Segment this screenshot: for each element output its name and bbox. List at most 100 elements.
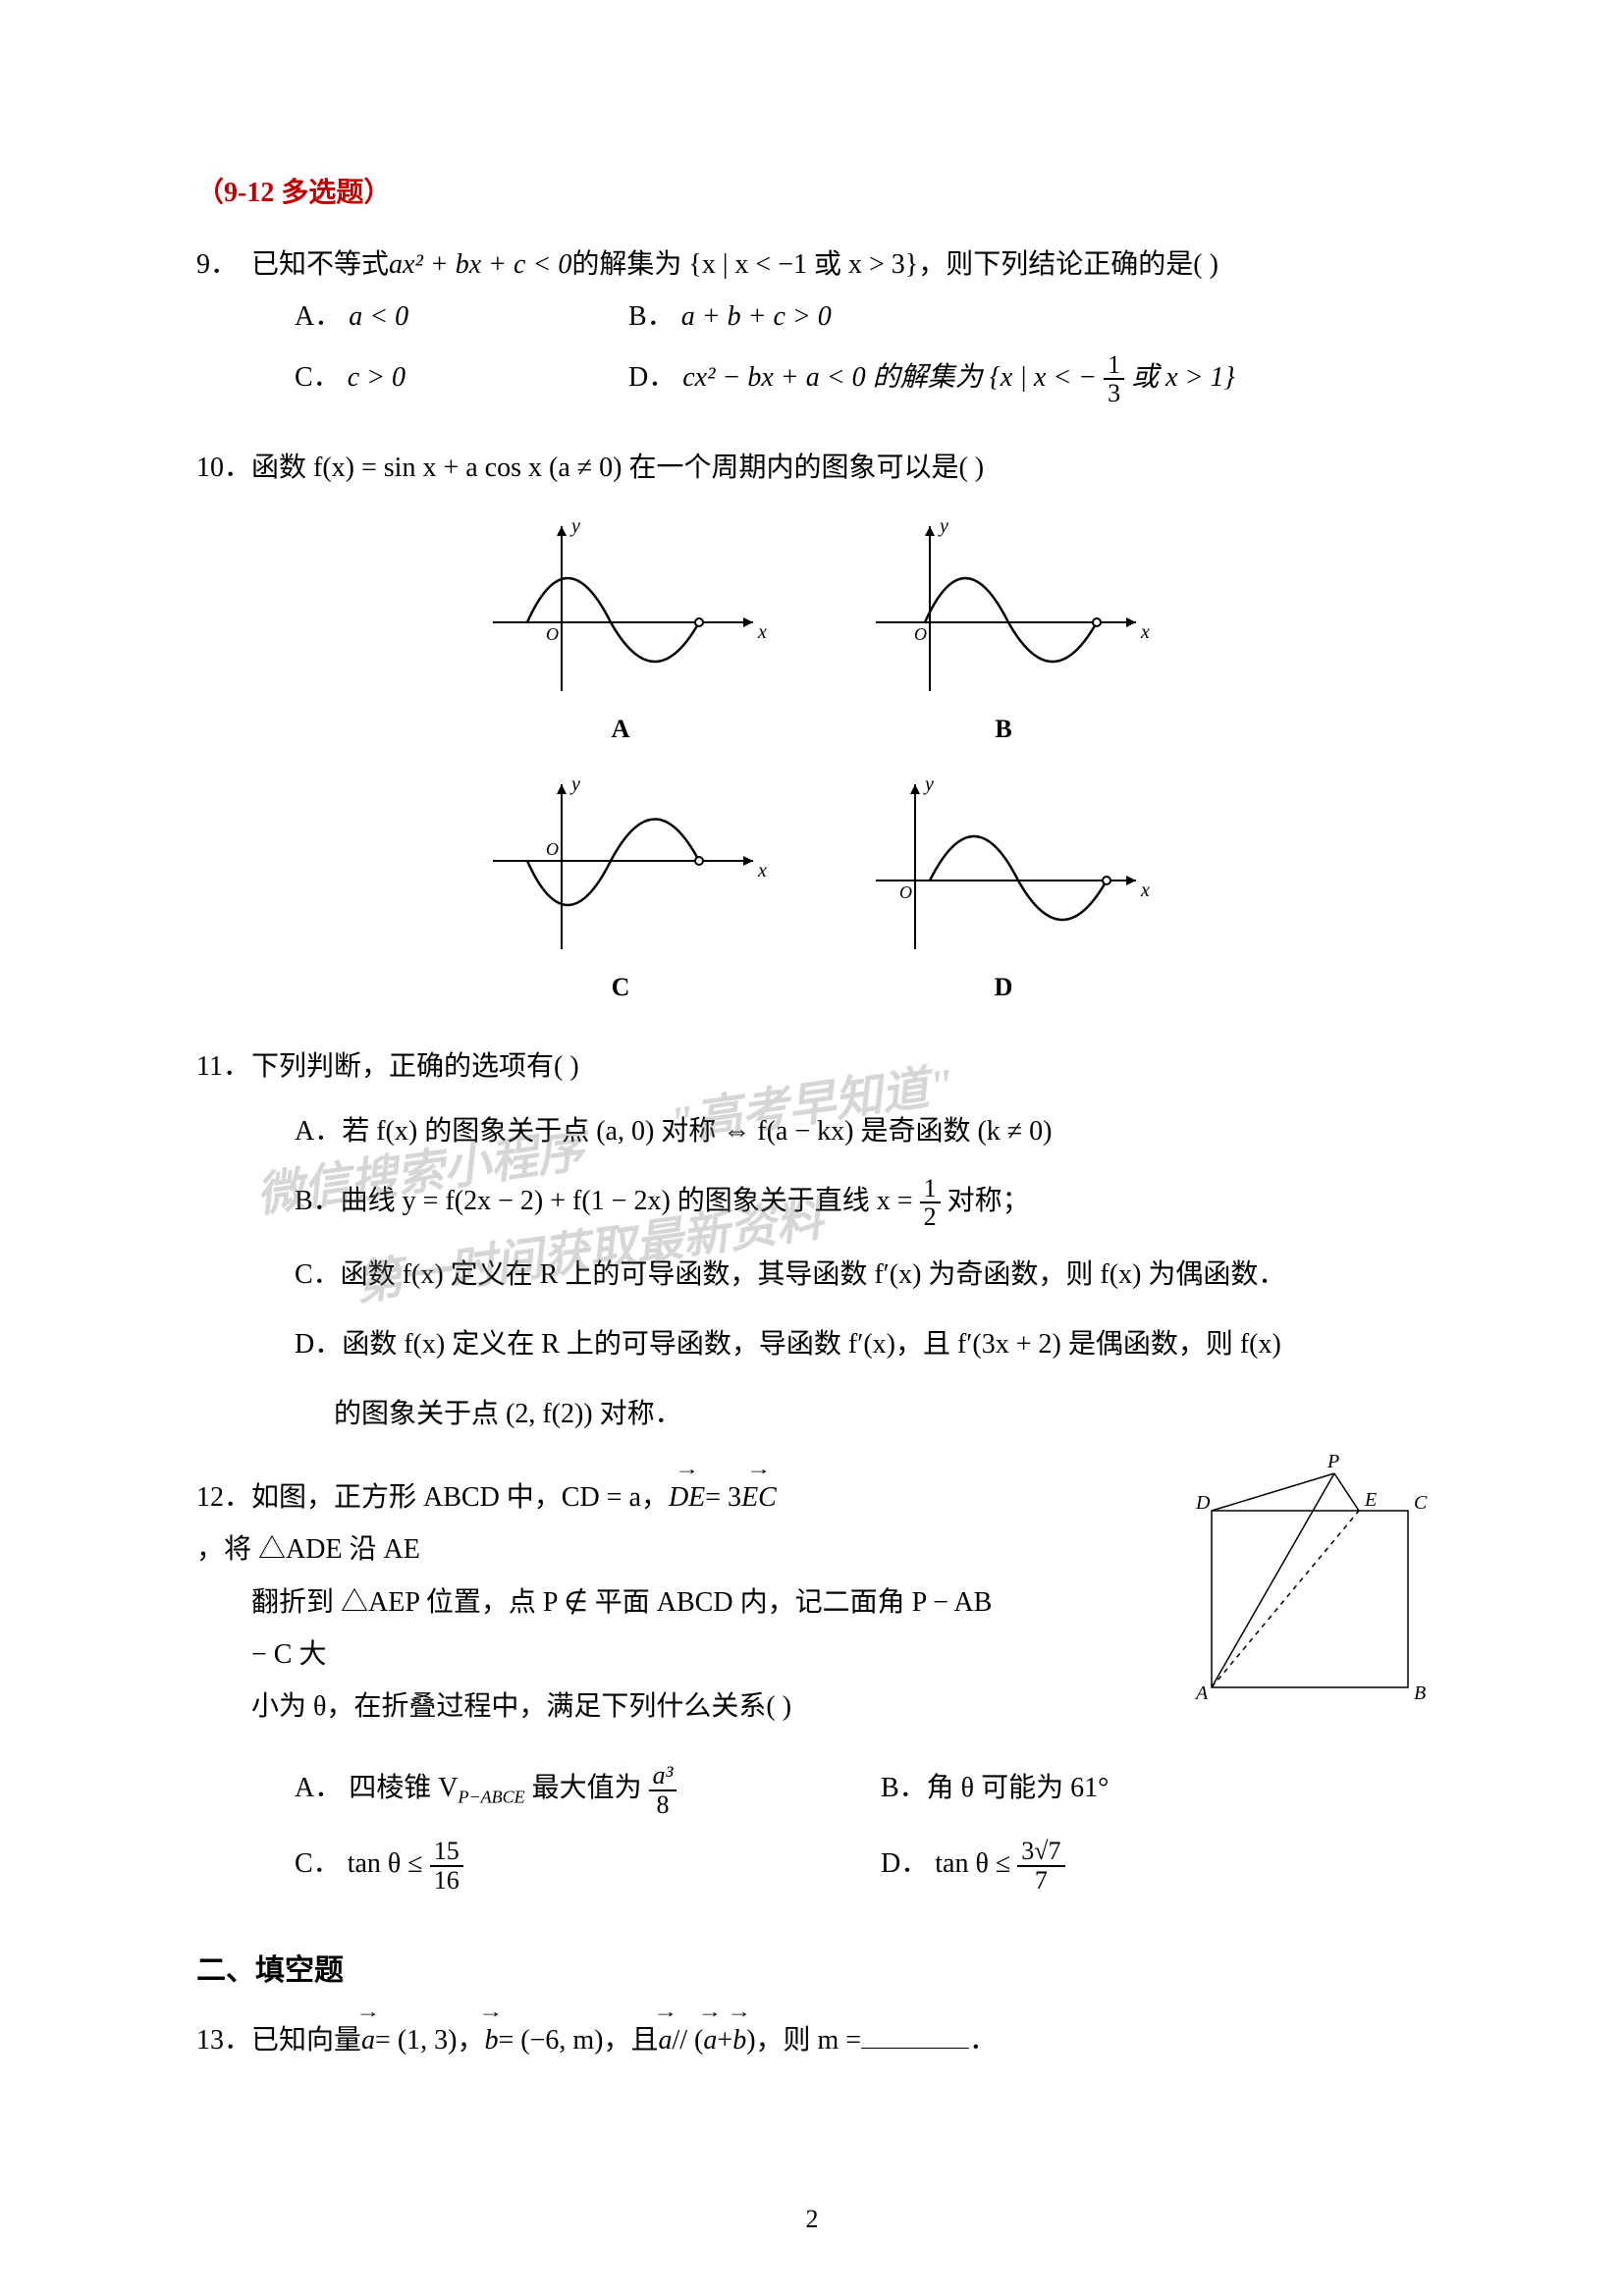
q13-vec-a2: a: [659, 2014, 673, 2066]
svg-text:y: y: [923, 774, 934, 795]
q9-math: ax² + bx + c < 0: [389, 239, 571, 291]
question-13: 13． 已知向量 a = (1, 3)， b = (−6, m)，且 a // …: [196, 2014, 1428, 2066]
q9-option-a: A． a < 0: [295, 291, 569, 343]
svg-text:y: y: [569, 774, 580, 795]
q12-stem-line1: 12． 如图，正方形 ABCD 中，CD = a， DE = 3 EC ，将 △…: [196, 1471, 943, 1575]
graph-d-svg: x y O: [856, 773, 1151, 959]
q13-vec-b2: b: [732, 2014, 746, 2066]
q12-figure: A B C D E P: [1172, 1452, 1457, 1707]
q9-optC-text: c > 0: [348, 362, 406, 393]
q9-option-d: D． cx² − bx + a < 0 的解集为 {x | x < − 1 3 …: [628, 351, 1235, 407]
question-9: 9． 已知不等式 ax² + bx + c < 0 的解集为 {x | x < …: [196, 239, 1428, 414]
q12-vec-ec: EC: [741, 1471, 777, 1523]
svg-text:A: A: [1194, 1682, 1209, 1704]
q12-text-1: 如图，正方形 ABCD 中，CD = a，: [251, 1471, 669, 1523]
q13-stem: 13． 已知向量 a = (1, 3)， b = (−6, m)，且 a // …: [196, 2014, 1428, 2066]
q12-option-a: A． 四棱锥 VP−ABCE 最大值为 a³ 8: [295, 1762, 841, 1818]
q12-option-c: C． tan θ ≤ 15 16: [295, 1838, 841, 1894]
question-12: 12． 如图，正方形 ABCD 中，CD = a， DE = 3 EC ，将 △…: [196, 1471, 1428, 1894]
q12-options: A． 四棱锥 VP−ABCE 最大值为 a³ 8 B．角 θ 可能为 61° C…: [196, 1762, 1428, 1894]
q12-optC-1: tan θ ≤: [348, 1848, 430, 1879]
q11-optB: B．曲线 y = f(2x − 2) + f(1 − 2x) 的图象关于直线 x…: [196, 1175, 1428, 1231]
svg-text:O: O: [546, 624, 559, 644]
svg-text:O: O: [914, 624, 927, 644]
graph-d-label: D: [995, 963, 1013, 1011]
q12-stem-line3: 小为 θ，在折叠过程中，满足下列什么关系( ): [196, 1681, 998, 1733]
q10-graph-grid: x y O A x y O: [459, 514, 1165, 1012]
q12-optA-label: A．: [295, 1773, 342, 1803]
q11-stem: 11． 下列判断，正确的选项有( ): [196, 1041, 1428, 1093]
q10-graph-d: x y O D: [841, 773, 1165, 1011]
graph-c-svg: x y O: [473, 773, 768, 959]
q9-text-1: 已知不等式: [251, 239, 389, 291]
q12-stem-line2: 翻折到 △AEP 位置，点 P ∉ 平面 ABCD 内，记二面角 P − AB …: [196, 1576, 998, 1681]
svg-text:x: x: [1140, 621, 1150, 643]
q10-number: 10．: [196, 442, 251, 494]
q9-stem: 9． 已知不等式 ax² + bx + c < 0 的解集为 {x | x < …: [196, 239, 1428, 291]
q12-optA-num: a³: [649, 1762, 677, 1790]
q9-optA-label: A．: [295, 301, 342, 332]
svg-text:O: O: [899, 882, 912, 902]
q11-optD-1: D．函数 f(x) 定义在 R 上的可导函数，导函数 f′(x)，且 f′(3x…: [196, 1318, 1428, 1370]
exam-page: "高考早知道" 微信搜索小程序 第一时间获取最新资料 （9-12 多选题） 9．…: [0, 0, 1624, 2296]
q12-optA-sub: P−ABCE: [458, 1788, 524, 1807]
q12-optD-num: 3√7: [1017, 1838, 1064, 1866]
q9-option-b: B． a + b + c > 0: [628, 291, 903, 343]
q12-vec-de: DE: [669, 1471, 705, 1523]
q10-graph-b: x y O B: [841, 514, 1165, 753]
graph-a-label: A: [612, 705, 630, 753]
q13-text-2: = (1, 3)，: [375, 2014, 484, 2066]
q9-optD-frac: 1 3: [1104, 351, 1124, 407]
q12-text-mid: = 3: [705, 1471, 741, 1523]
page-number: 2: [0, 2195, 1624, 2243]
q11-optC: C．函数 f(x) 定义在 R 上的可导函数，其导函数 f′(x) 为奇函数，则…: [196, 1249, 1428, 1301]
q11-optA: A．若 f(x) 的图象关于点 (a, 0) 对称 ⇔ f(a − kx) 是奇…: [196, 1105, 1428, 1157]
svg-text:B: B: [1414, 1682, 1426, 1704]
svg-text:x: x: [757, 860, 767, 881]
svg-text:O: O: [546, 839, 559, 859]
graph-a-svg: x y O: [473, 514, 768, 701]
q12-optC-num: 15: [430, 1838, 463, 1866]
q11-number: 11．: [196, 1041, 251, 1093]
q10-graph-c: x y O C: [459, 773, 783, 1011]
q9-option-c: C． c > 0: [295, 351, 569, 407]
q9-options-row1: A． a < 0 B． a + b + c > 0: [196, 291, 1428, 350]
q11-optB-num: 1: [920, 1175, 941, 1203]
q9-optD-text2: 或 x > 1}: [1131, 362, 1235, 393]
q13-text-7: ．: [969, 2014, 997, 2066]
q11-optB-den: 2: [920, 1203, 941, 1230]
section-header-multi: （9-12 多选题）: [196, 167, 1428, 219]
question-10: 10． 函数 f(x) = sin x + a cos x (a ≠ 0) 在一…: [196, 442, 1428, 1011]
q9-optB-label: B．: [628, 301, 675, 332]
svg-text:E: E: [1364, 1489, 1377, 1511]
q12-optD-label: D．: [881, 1848, 928, 1879]
q13-vec-a: a: [361, 2014, 375, 2066]
q13-number: 13．: [196, 2014, 251, 2066]
q11-optD-2: 的图象关于点 (2, f(2)) 对称．: [196, 1388, 1428, 1440]
q12-optA-1: 四棱锥 V: [349, 1773, 458, 1803]
q11-optB-2: 对称；: [947, 1186, 1030, 1216]
q12-text-2: ，将 △ADE 沿 AE: [196, 1523, 420, 1575]
q9-optD-text1: cx² − bx + a < 0 的解集为 {x | x < −: [682, 362, 1097, 393]
graph-b-svg: x y O: [856, 514, 1151, 701]
q9-optD-frac-num: 1: [1104, 351, 1124, 380]
q13-text-1: 已知向量: [251, 2014, 361, 2066]
q11-optB-1: B．曲线 y = f(2x − 2) + f(1 − 2x) 的图象关于直线 x…: [295, 1186, 920, 1216]
q10-graph-a: x y O A: [459, 514, 783, 753]
q9-optB-text: a + b + c > 0: [681, 301, 832, 332]
q9-optD-label: D．: [628, 362, 676, 393]
q13-text-6: )，则 m =: [746, 2014, 861, 2066]
q9-optC-label: C．: [295, 362, 341, 393]
q11-text: 下列判断，正确的选项有( ): [251, 1041, 579, 1093]
q13-vec-b: b: [484, 2014, 498, 2066]
q12-optD-frac: 3√7 7: [1017, 1838, 1064, 1894]
svg-text:x: x: [757, 621, 767, 643]
q12-optA-den: 8: [649, 1791, 677, 1818]
q11-optB-frac: 1 2: [920, 1175, 941, 1231]
question-11: 11． 下列判断，正确的选项有( ) A．若 f(x) 的图象关于点 (a, 0…: [196, 1041, 1428, 1440]
q12-optD-1: tan θ ≤: [935, 1848, 1017, 1879]
q12-optD-den: 7: [1017, 1867, 1064, 1894]
q10-stem: 10． 函数 f(x) = sin x + a cos x (a ≠ 0) 在一…: [196, 442, 1428, 494]
q12-number: 12．: [196, 1471, 251, 1523]
q13-vec-a3: a: [703, 2014, 717, 2066]
